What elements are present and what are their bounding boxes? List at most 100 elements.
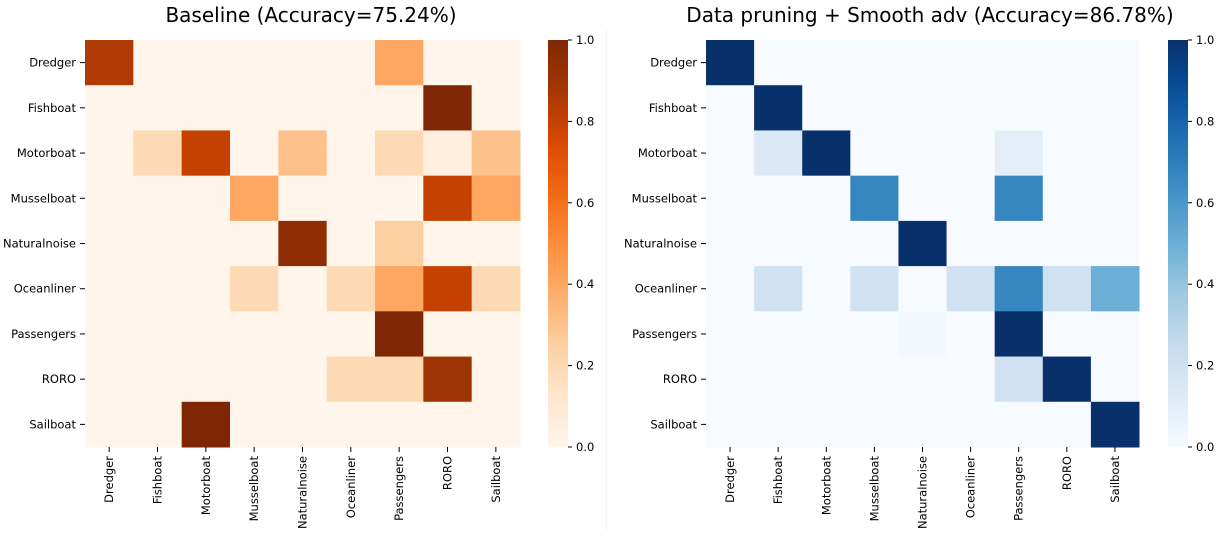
panel2-xtick-label: RORO xyxy=(1060,456,1074,490)
panel1-cell-roro-oceanliner xyxy=(326,356,376,403)
panel2-colorbar-tick-label: 0.2 xyxy=(1196,359,1214,373)
panel2-cell-oceanliner-roro xyxy=(1042,266,1092,312)
panel2-cell-naturalnoise-passengers xyxy=(994,220,1044,267)
panel1-cell-sailboat-fishboat xyxy=(133,401,183,448)
panel2-cell-roro-sailboat xyxy=(1090,356,1140,403)
panel1-xtick-label: Musselboat xyxy=(247,456,261,522)
panel2-cell-sailboat-fishboat xyxy=(754,401,803,448)
panel1-cell-dredger-oceanliner xyxy=(326,40,376,86)
panel1-ytick-label: Passengers xyxy=(11,327,76,341)
panel2-cell-fishboat-sailboat xyxy=(1090,85,1140,131)
panel1-ytick-label: Sailboat xyxy=(29,417,76,431)
panel2-cell-musselboat-dredger xyxy=(706,175,755,222)
panel2-cell-musselboat-passengers xyxy=(994,175,1044,222)
panel1-title: Baseline (Accuracy=75.24%) xyxy=(165,3,456,27)
panel2-cell-fishboat-passengers xyxy=(994,85,1044,131)
panel1-cell-oceanliner-roro xyxy=(423,266,473,312)
panel2-cell-dredger-passengers xyxy=(994,40,1044,86)
panel1-cell-musselboat-roro xyxy=(423,175,473,222)
panel2-cell-dredger-naturalnoise xyxy=(898,40,948,86)
panel2-xtick-label: Passengers xyxy=(1012,456,1026,521)
panel2-colorbar-tick-label: 0.0 xyxy=(1196,440,1214,454)
panel1-cell-passengers-fishboat xyxy=(133,311,183,358)
panel1-cell-motorboat-dredger xyxy=(85,130,134,177)
panel2-cell-sailboat-sailboat xyxy=(1090,401,1140,448)
panel2-cell-fishboat-oceanliner xyxy=(946,85,996,131)
panel2-cell-musselboat-musselboat xyxy=(850,175,899,222)
panel2-ytick-label: Musselboat xyxy=(632,191,698,205)
panel1-ytick-label: Fishboat xyxy=(28,101,77,115)
panel1-cell-dredger-sailboat xyxy=(471,40,521,86)
panel1-cell-dredger-fishboat xyxy=(133,40,183,86)
panel1-cell-passengers-roro xyxy=(423,311,473,358)
panel1-cell-fishboat-oceanliner xyxy=(326,85,376,131)
panel1-cell-naturalnoise-sailboat xyxy=(471,220,521,267)
panel1-cell-musselboat-oceanliner xyxy=(326,175,376,222)
panel2-xtick-label: Musselboat xyxy=(867,456,881,522)
panel2-xtick-label: Naturalnoise xyxy=(916,456,930,529)
panel2-xtick-label: Sailboat xyxy=(1108,456,1122,503)
panel1-xtick-label: Dredger xyxy=(102,456,116,503)
panel1-cell-roro-roro xyxy=(423,356,473,403)
panel2-cell-roro-passengers xyxy=(994,356,1044,403)
panel1-cell-sailboat-musselboat xyxy=(230,401,279,448)
panel1-xtick-label: Passengers xyxy=(392,456,406,521)
panel2-cell-roro-dredger xyxy=(706,356,755,403)
panel2-cell-sailboat-roro xyxy=(1042,401,1092,448)
panel2-cell-roro-oceanliner xyxy=(946,356,996,403)
panel1-cell-oceanliner-naturalnoise xyxy=(278,266,328,312)
panel1-cell-motorboat-sailboat xyxy=(471,130,521,177)
panel1-cell-roro-motorboat xyxy=(181,356,231,403)
panel1-xtick-label: Naturalnoise xyxy=(296,456,310,529)
panel1-cell-passengers-dredger xyxy=(85,311,134,358)
panel2-cell-oceanliner-dredger xyxy=(706,266,755,312)
panel1-colorbar-tick-label: 0.6 xyxy=(576,196,594,210)
panel2-cell-motorboat-passengers xyxy=(994,130,1044,177)
panel1-cell-naturalnoise-fishboat xyxy=(133,220,183,267)
panel2-cell-passengers-sailboat xyxy=(1090,311,1140,358)
panel2-xtick-label: Oceanliner xyxy=(964,456,978,519)
panel2-cell-motorboat-motorboat xyxy=(802,130,851,177)
panel2-cell-passengers-oceanliner xyxy=(946,311,996,358)
panel1-xtick-label: Oceanliner xyxy=(344,456,358,519)
panel1-cell-passengers-naturalnoise xyxy=(278,311,328,358)
panel2-cell-motorboat-musselboat xyxy=(850,130,899,177)
panel2-cell-oceanliner-passengers xyxy=(994,266,1044,312)
panel2-cell-oceanliner-oceanliner xyxy=(946,266,996,312)
panel1-cell-passengers-passengers xyxy=(375,311,424,358)
panel1-colorbar-tick-label: 0.0 xyxy=(576,440,594,454)
panel2-ytick-label: Motorboat xyxy=(638,146,698,160)
panel1-cell-motorboat-roro xyxy=(423,130,473,177)
panel2-colorbar-tick-label: 1.0 xyxy=(1196,33,1214,47)
panel1-cell-naturalnoise-motorboat xyxy=(181,220,231,267)
panel1-xtick-label: Fishboat xyxy=(151,456,165,505)
panel2-cell-naturalnoise-fishboat xyxy=(754,220,803,267)
panel1-cell-fishboat-sailboat xyxy=(471,85,521,131)
panel2-colorbar xyxy=(1168,40,1188,447)
panel2-cell-musselboat-sailboat xyxy=(1090,175,1140,222)
panel1-cell-musselboat-musselboat xyxy=(230,175,279,222)
panel2-cell-naturalnoise-dredger xyxy=(706,220,755,267)
panel1-ytick-label: RORO xyxy=(42,372,76,386)
panel2-cell-passengers-naturalnoise xyxy=(898,311,948,358)
panel1-cell-naturalnoise-dredger xyxy=(85,220,134,267)
panel2-cell-musselboat-naturalnoise xyxy=(898,175,948,222)
panel1-cell-oceanliner-dredger xyxy=(85,266,134,312)
panel2-cell-roro-musselboat xyxy=(850,356,899,403)
panel2-cell-fishboat-naturalnoise xyxy=(898,85,948,131)
panel2-cell-passengers-fishboat xyxy=(754,311,803,358)
panel2-cell-dredger-motorboat xyxy=(802,40,851,86)
panel2-cell-sailboat-motorboat xyxy=(802,401,851,448)
panel2-cell-fishboat-motorboat xyxy=(802,85,851,131)
panel2-ytick-label: RORO xyxy=(663,372,697,386)
panel2-ytick-label: Passengers xyxy=(632,327,697,341)
panel1-cell-fishboat-fishboat xyxy=(133,85,183,131)
panel2-cell-naturalnoise-oceanliner xyxy=(946,220,996,267)
panel2-cell-dredger-dredger xyxy=(706,40,755,86)
panel1-cell-sailboat-roro xyxy=(423,401,473,448)
panel1-cell-oceanliner-fishboat xyxy=(133,266,183,312)
panel2-ytick-label: Sailboat xyxy=(650,417,697,431)
panel2-cell-sailboat-dredger xyxy=(706,401,755,448)
